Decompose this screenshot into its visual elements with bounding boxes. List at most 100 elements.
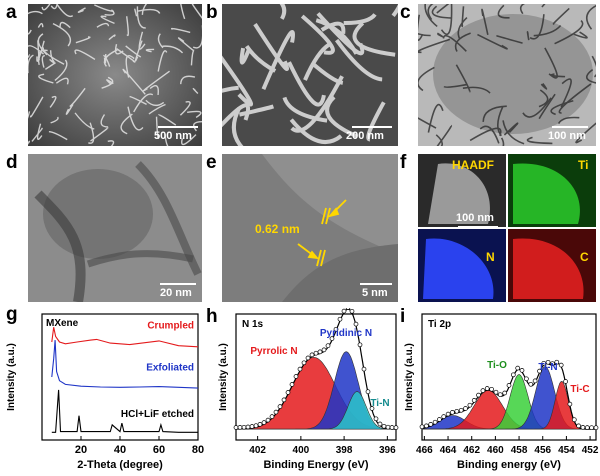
surface-wrinkle (69, 87, 86, 108)
surface-wrinkle (52, 22, 72, 47)
surface-wrinkle (497, 4, 510, 19)
surface-wrinkle (192, 87, 199, 95)
surface-wrinkle (49, 95, 57, 108)
surface-wrinkle (100, 114, 109, 128)
series-label: Crumpled (147, 320, 194, 331)
surface-wrinkle (28, 45, 45, 55)
surface-wrinkle (155, 116, 160, 139)
x-axis-label: Binding energy (eV) (457, 459, 561, 471)
surface-wrinkle (238, 104, 275, 117)
data-point (333, 326, 339, 332)
data-point (563, 379, 568, 384)
scale-bar-c: 100 nm (548, 130, 586, 142)
surface-wrinkle (431, 5, 452, 19)
surface-wrinkle (554, 20, 584, 45)
surface-wrinkle (145, 99, 165, 107)
panel-letter-h: h (206, 306, 218, 327)
surface-wrinkle (231, 106, 244, 146)
chart-title: MXene (46, 318, 79, 329)
surface-wrinkle (303, 42, 331, 81)
panel-c-tem-image (418, 4, 596, 146)
surface-wrinkle (54, 59, 68, 81)
surface-wrinkle (164, 133, 169, 146)
data-point (502, 390, 508, 396)
data-point (593, 425, 599, 431)
fitted-peak (422, 381, 596, 430)
surface-wrinkle (75, 36, 91, 44)
surface-wrinkle (522, 97, 552, 118)
plot-frame (421, 313, 597, 441)
surface-wrinkle (436, 124, 453, 146)
surface-wrinkle (74, 112, 95, 130)
panel-letter-i: i (400, 306, 406, 327)
x-tick-label: 456 (534, 445, 551, 456)
scale-bar-d: 20 nm (160, 287, 192, 299)
surface-wrinkle (103, 54, 107, 64)
panel-d-tem-image (28, 154, 202, 302)
surface-wrinkle (427, 4, 434, 21)
surface-wrinkle (42, 47, 65, 65)
peak-label: Ti-O (487, 360, 507, 371)
tem-image-c (418, 4, 596, 146)
x-tick-label: 458 (511, 445, 528, 456)
x-tick-label: 452 (582, 445, 599, 456)
surface-wrinkle (136, 6, 146, 29)
surface-wrinkle (125, 55, 135, 78)
series-line (51, 327, 199, 348)
x-tick-label: 464 (440, 445, 457, 456)
surface-wrinkle (591, 55, 596, 78)
data-point (237, 425, 243, 430)
data-point (313, 350, 319, 356)
surface-wrinkle (28, 29, 32, 35)
panel-e-hrtem-image (222, 154, 398, 302)
hrtem-image-e (222, 154, 398, 302)
scale-bar-a: 500 nm (154, 130, 192, 142)
surface-wrinkle (50, 4, 58, 10)
data-point (341, 308, 347, 314)
data-point (269, 414, 275, 419)
scale-line-f (458, 226, 498, 228)
data-point (545, 359, 551, 365)
surface-wrinkle (575, 122, 596, 144)
data-point (480, 388, 486, 393)
surface-wrinkle (366, 101, 386, 142)
data-point (463, 406, 468, 411)
surface-wrinkle (586, 68, 596, 84)
data-point (373, 416, 379, 422)
data-point (454, 408, 460, 414)
scale-line-a (158, 126, 198, 128)
surface-wrinkle (29, 96, 44, 118)
scale-line-d (160, 283, 196, 285)
surface-wrinkle (239, 47, 251, 65)
data-point (325, 343, 331, 349)
scale-bar-f: 100 nm (456, 212, 494, 224)
data-point (289, 382, 295, 387)
surface-wrinkle (300, 14, 335, 55)
data-point (584, 425, 590, 430)
surface-wrinkle (28, 140, 31, 145)
surface-wrinkle (36, 123, 43, 140)
data-point (349, 308, 355, 314)
series-label: HCl+LiF etched (121, 409, 194, 420)
data-point (567, 401, 573, 407)
surface-wrinkle (335, 38, 383, 82)
surface-wrinkle (149, 85, 159, 96)
panel-letter-g: g (6, 304, 18, 325)
surface-wrinkle (55, 77, 69, 85)
data-point (524, 376, 529, 382)
panel-letter-c: c (400, 2, 411, 23)
scale-bar-e: 5 nm (362, 287, 388, 299)
surface-wrinkle (145, 48, 155, 53)
surface-wrinkle (541, 4, 546, 8)
data-point (329, 336, 335, 341)
data-point (293, 374, 299, 379)
surface-wrinkle (38, 73, 54, 84)
surface-wrinkle (418, 14, 424, 41)
data-point (437, 417, 442, 422)
surface-wrinkle (37, 49, 48, 65)
data-point (357, 342, 363, 348)
surface-wrinkle (127, 106, 144, 131)
surface-wrinkle (37, 22, 44, 28)
data-point (515, 365, 521, 371)
map-label-ti: Ti (578, 158, 589, 172)
